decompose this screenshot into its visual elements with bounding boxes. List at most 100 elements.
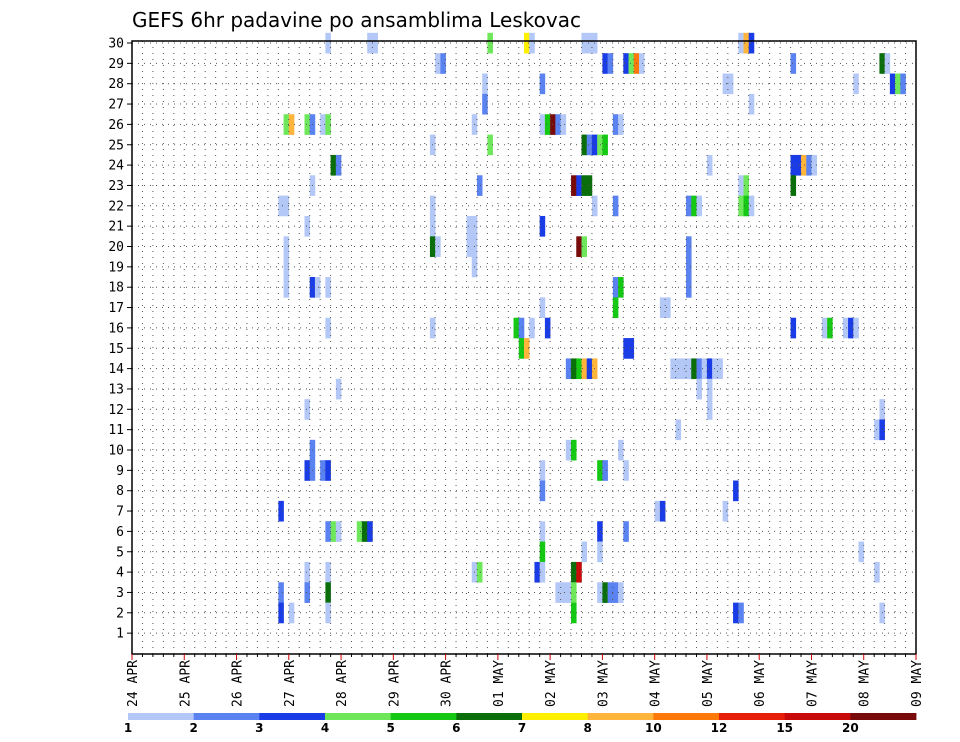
- heatmap-cell: [743, 32, 750, 54]
- heatmap-cell: [618, 277, 624, 298]
- heatmap-cell: [304, 460, 311, 481]
- y-tick-label: 15: [108, 342, 124, 357]
- heatmap-cell: [858, 541, 865, 563]
- heatmap-cell: [597, 541, 603, 563]
- heatmap-cell: [884, 53, 891, 74]
- y-tick-label: 11: [108, 423, 124, 438]
- heatmap-cell: [571, 561, 577, 583]
- heatmap-cell: [476, 175, 483, 196]
- heatmap-cell: [701, 358, 708, 380]
- heatmap-cell: [581, 134, 588, 156]
- y-tick-label: 22: [108, 199, 124, 214]
- legend-swatch: [587, 713, 654, 720]
- heatmap-cell: [539, 521, 546, 542]
- heatmap-cell: [811, 154, 817, 176]
- y-tick-label: 9: [116, 464, 124, 479]
- heatmap-cell: [304, 215, 311, 237]
- x-tick-label: 06 MAY: [753, 660, 768, 707]
- heatmap-cell: [790, 154, 797, 176]
- heatmap-cell: [806, 154, 812, 176]
- heatmap-cell: [529, 317, 535, 339]
- heatmap-cell: [571, 439, 577, 461]
- heatmap-cell: [821, 317, 828, 339]
- heatmap-cell: [320, 460, 326, 481]
- heatmap-cell: [482, 93, 488, 115]
- y-tick-label: 18: [108, 281, 124, 296]
- heatmap-cell: [691, 195, 697, 217]
- legend-swatch: [456, 713, 523, 720]
- y-tick-label: 17: [108, 301, 124, 316]
- legend-label: 15: [776, 721, 793, 735]
- y-tick-label: 30: [108, 37, 124, 52]
- legend-swatch: [850, 713, 917, 720]
- heatmap-cell: [612, 277, 619, 298]
- heatmap-cell: [482, 73, 488, 95]
- heatmap-cell: [335, 154, 342, 176]
- heatmap-cell: [539, 297, 546, 319]
- heatmap-cell: [628, 338, 635, 359]
- heatmap-cell: [743, 195, 750, 217]
- heatmap-cell: [524, 338, 530, 359]
- heatmap-cell: [654, 500, 661, 522]
- heatmap-cell: [367, 32, 373, 54]
- heatmap-cell: [571, 602, 577, 624]
- heatmap-cell: [288, 114, 295, 135]
- heatmap-cell: [325, 582, 331, 603]
- y-tick-label: 19: [108, 260, 124, 275]
- heatmap-cell: [534, 561, 540, 583]
- heatmap-cell: [602, 582, 608, 603]
- x-tick-label: 24 APR: [126, 660, 141, 707]
- heatmap-cell: [612, 297, 619, 319]
- heatmap-cell: [325, 561, 331, 583]
- heatmap-cell: [597, 521, 603, 542]
- heatmap-cell: [597, 460, 603, 481]
- heatmap-cell: [581, 541, 588, 563]
- heatmap-cell: [330, 154, 337, 176]
- heatmap-cell: [790, 53, 797, 74]
- x-tick-label: 08 MAY: [858, 660, 873, 707]
- heatmap-cell: [440, 53, 446, 74]
- y-tick-label: 21: [108, 220, 124, 235]
- heatmap-cell: [696, 358, 703, 380]
- heatmap-cell: [581, 236, 588, 257]
- legend-swatch: [259, 713, 326, 720]
- heatmap-cell: [539, 114, 546, 135]
- plot-frame: [131, 40, 917, 655]
- heatmap-cell: [665, 297, 671, 319]
- heatmap-cell: [325, 317, 331, 339]
- heatmap-cell: [686, 277, 692, 298]
- legend-swatch: [128, 713, 195, 720]
- heatmap-cell: [518, 317, 525, 339]
- heatmap-cell: [435, 236, 441, 257]
- heatmap-cell: [581, 32, 588, 54]
- heatmap-cell: [586, 358, 593, 380]
- heatmap-cell: [544, 114, 551, 135]
- heatmap-cell: [325, 32, 331, 54]
- heatmap-cell: [748, 32, 755, 54]
- x-tick-label: 25 APR: [178, 660, 193, 707]
- heatmap-cell: [304, 399, 311, 420]
- heatmap-cell: [659, 500, 666, 522]
- legend-label: 3: [255, 721, 263, 735]
- heatmap-cell: [722, 500, 729, 522]
- heatmap-cell: [722, 73, 729, 95]
- heatmap-cell: [607, 53, 614, 74]
- legend-label: 2: [189, 721, 197, 735]
- heatmap-cell: [330, 521, 337, 542]
- heatmap-cell: [827, 317, 833, 339]
- heatmap-cell: [356, 521, 363, 542]
- heatmap-cell: [560, 114, 567, 135]
- heatmap-cell: [638, 53, 645, 74]
- heatmap-cell: [597, 582, 603, 603]
- heatmap-cell: [706, 399, 713, 420]
- x-tick-label: 07 MAY: [805, 660, 820, 707]
- colorbar-legend: 1 2 3 4 5 6 7 8 10 12 15 20: [124, 713, 917, 735]
- y-tick-label: 16: [108, 321, 124, 336]
- heatmap-cell: [539, 541, 546, 563]
- legend-swatch: [193, 713, 260, 720]
- heatmap-cell: [586, 134, 593, 156]
- heatmap-cell: [586, 32, 593, 54]
- heatmap-cell: [335, 521, 342, 542]
- heatmap-cell: [618, 114, 624, 135]
